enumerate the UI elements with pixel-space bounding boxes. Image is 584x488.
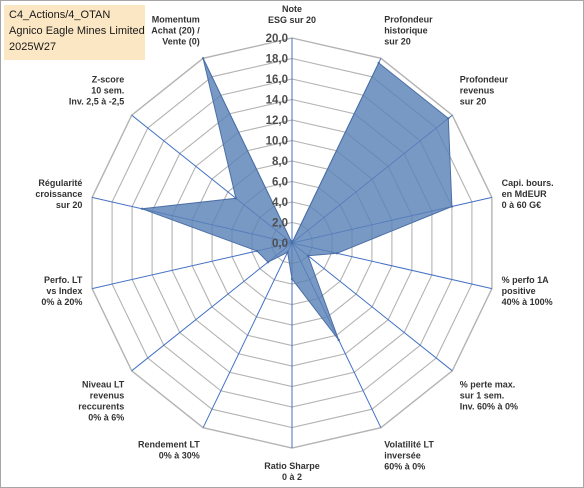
- series-point: [290, 277, 294, 281]
- tick-label: 4,0: [272, 197, 288, 209]
- axis-labels: Note ESG sur 20 Profondeur historique sur 20…: [35, 4, 553, 482]
- series-point: [306, 254, 310, 257]
- series-point: [377, 61, 380, 65]
- tick-label: 2,0: [272, 218, 288, 230]
- axis-label: % perte max. sur 1 sem. Inv. 60% à 0%: [460, 379, 518, 411]
- axis-label: Momentum Achat (20) / Vente (0): [151, 15, 200, 47]
- axis-label: Profondeur revenus sur 20: [460, 75, 509, 107]
- series-point: [290, 241, 294, 245]
- title-line-1: C4_Actions/4_OTAN: [9, 9, 111, 21]
- tick-label: 12,0: [266, 115, 288, 127]
- series-point: [266, 261, 270, 264]
- series-point: [286, 251, 289, 254]
- series-point: [337, 338, 340, 342]
- axis-spoke: [202, 242, 293, 428]
- title-box: C4_Actions/4_OTAN Agnico Eagle Mines Lim…: [4, 5, 145, 60]
- tick-label: 6,0: [272, 177, 288, 189]
- tick-label: 8,0: [272, 156, 288, 168]
- series-point: [335, 252, 339, 255]
- axis-spoke: [291, 242, 453, 372]
- title-line-3: 2025W27: [9, 41, 57, 53]
- axis-label: Rendement LT 0% à 30%: [138, 440, 200, 461]
- tick-label: 10,0: [266, 136, 288, 148]
- tick-label: 16,0: [266, 74, 288, 86]
- tick-label: 20,0: [266, 33, 288, 45]
- radial-tick-labels: 0,0 2,0 4,0 6,0 8,0 10,0 12,0 14,0 16,0 18,0 20,0: [266, 33, 288, 250]
- series-point: [255, 249, 259, 253]
- axis-label: Régularité croissance sur 20: [35, 178, 82, 210]
- axis-label: Capi. bours. en MdEUR 0 à 60 G€: [502, 178, 554, 210]
- axis-label: Volatilité LT inversée 60% à 0%: [384, 440, 434, 472]
- axis-label: Niveau LT revenus reccurents 0% à 6%: [78, 379, 125, 422]
- series-point: [450, 205, 454, 208]
- series-point: [201, 57, 205, 60]
- tick-label: 18,0: [266, 54, 288, 66]
- title-line-2: Agnico Eagle Mines Limited: [9, 25, 145, 37]
- axis-label: Perfo. LT vs Index 0% à 20%: [41, 275, 83, 307]
- series-point: [234, 197, 238, 200]
- axis-label: % perfo 1A positive 40% à 100%: [502, 275, 553, 307]
- tick-label: 14,0: [266, 95, 288, 107]
- series-point: [140, 207, 144, 210]
- axis-spoke: [131, 242, 293, 372]
- axis-label: Z-score 10 sem. Inv. 2,5 à -2,5: [69, 75, 124, 107]
- radar-series: [140, 57, 454, 342]
- axis-label: Note ESG sur 20: [268, 4, 316, 25]
- axis-label: Profondeur historique sur 20: [384, 15, 433, 47]
- series-point: [447, 117, 450, 120]
- axis-label: Ratio Sharpe 0 à 2: [264, 461, 320, 482]
- tick-label: 0,0: [272, 238, 288, 250]
